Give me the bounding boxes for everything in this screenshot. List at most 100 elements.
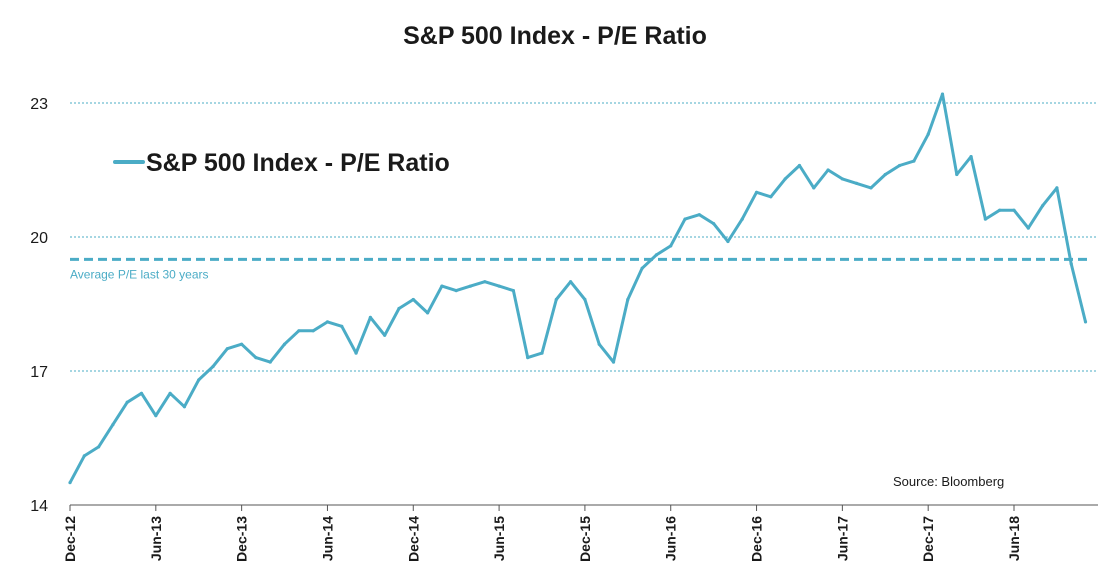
series-point — [268, 360, 272, 364]
series-point — [340, 324, 344, 328]
series-point — [969, 155, 973, 159]
series-point — [883, 172, 887, 177]
series-point — [912, 159, 916, 163]
series-point — [812, 186, 816, 190]
series-point — [526, 356, 530, 360]
series-point — [983, 217, 987, 221]
source-note: Source: Bloomberg — [893, 474, 1004, 489]
series-point — [597, 342, 601, 346]
series-point — [211, 364, 215, 369]
series-point — [97, 445, 101, 449]
x-tick-label: Jun-17 — [834, 516, 850, 561]
series-point — [926, 132, 930, 136]
series-point — [726, 239, 730, 244]
series-point — [611, 360, 616, 364]
series-point — [712, 222, 716, 226]
series-point — [511, 289, 515, 293]
series-point — [411, 297, 415, 302]
series-point — [240, 342, 244, 346]
series-point — [483, 280, 487, 284]
series-point — [669, 244, 673, 248]
series-point — [325, 320, 330, 324]
series-point — [1069, 262, 1073, 266]
series-point — [554, 297, 558, 302]
series-point — [454, 289, 458, 293]
series-point — [282, 342, 287, 346]
series-point — [154, 414, 158, 418]
series-point — [1041, 204, 1045, 208]
series-point — [297, 329, 301, 333]
series-point — [82, 454, 86, 458]
series-point — [254, 356, 258, 360]
series-point — [869, 186, 873, 190]
series-point — [1026, 226, 1030, 230]
x-tick-label: Dec-17 — [920, 516, 936, 562]
x-tick-label: Dec-13 — [234, 516, 250, 562]
series-point — [583, 297, 587, 302]
series-point — [1055, 186, 1059, 190]
x-tick-label: Dec-15 — [577, 516, 593, 562]
series-point — [955, 172, 959, 177]
series-point — [440, 284, 444, 288]
series-point — [383, 333, 387, 337]
series-point — [897, 163, 902, 168]
series-point — [168, 391, 172, 395]
series-point — [311, 329, 315, 333]
series-point — [354, 351, 358, 355]
y-tick-label: 23 — [30, 96, 48, 113]
series-point — [797, 163, 802, 168]
series-point — [783, 177, 787, 181]
series-point — [182, 405, 187, 409]
series-point — [540, 351, 544, 355]
x-tick-label: Jun-16 — [663, 516, 679, 561]
series-point — [626, 297, 630, 302]
x-tick-label: Jun-13 — [148, 516, 164, 561]
series-point — [855, 181, 859, 185]
series-point — [640, 266, 644, 270]
x-tick-label: Dec-16 — [749, 516, 765, 562]
average-pe-label: Average P/E last 30 years — [70, 267, 209, 281]
x-tick-label: Jun-15 — [491, 516, 507, 561]
y-tick-label: 17 — [30, 364, 48, 381]
series-point — [840, 177, 844, 181]
series-point — [225, 347, 229, 351]
series-point — [397, 306, 401, 311]
series-layer — [68, 92, 1088, 485]
average-reference: Average P/E last 30 years — [70, 257, 1088, 281]
series-point — [111, 423, 115, 427]
series-point — [569, 280, 573, 284]
series-point — [497, 284, 501, 288]
series-point — [425, 311, 430, 315]
x-tick-label: Jun-14 — [319, 516, 335, 561]
series-point — [197, 378, 201, 382]
series-point — [368, 315, 372, 319]
chart-title: S&P 500 Index - P/E Ratio — [403, 22, 707, 50]
y-tick-label: 20 — [30, 230, 48, 247]
series-point — [1012, 208, 1016, 212]
series-point — [940, 92, 945, 96]
series-point — [139, 391, 144, 395]
gridlines — [70, 102, 1098, 372]
series-point — [998, 208, 1002, 212]
series-point — [826, 168, 830, 172]
x-tick-label: Dec-14 — [405, 516, 421, 562]
series-point — [654, 253, 659, 257]
series-point — [68, 481, 72, 485]
series-point — [125, 400, 129, 404]
y-axis: 14 17 20 23 — [30, 96, 48, 515]
legend-label: S&P 500 Index - P/E Ratio — [146, 149, 450, 177]
series-point — [468, 284, 473, 288]
series-point — [769, 195, 773, 199]
series-point — [1083, 320, 1088, 324]
x-tick-label: Dec-12 — [62, 516, 78, 562]
series-point — [683, 217, 687, 221]
y-tick-label: 14 — [30, 498, 48, 515]
series-line — [68, 92, 1087, 484]
x-axis: Dec-12 Jun-13 Dec-13 Jun-14 Dec-14 Jun-15 Dec-… — [62, 505, 1022, 562]
series-point — [740, 217, 744, 221]
legend: S&P 500 Index - P/E Ratio — [113, 149, 450, 177]
x-tick-label: Jun-18 — [1006, 516, 1022, 561]
series-point — [697, 213, 701, 217]
